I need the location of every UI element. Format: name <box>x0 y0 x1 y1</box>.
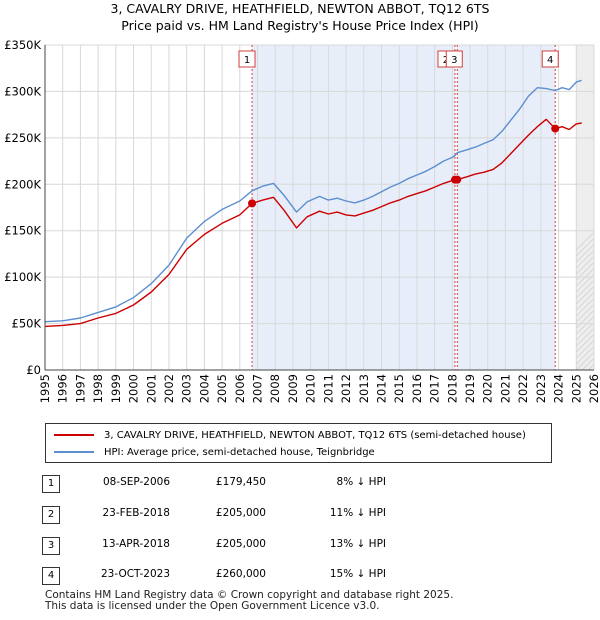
x-tick-label: 2004 <box>197 374 211 403</box>
transaction-number-badge: 2 <box>42 506 60 524</box>
x-tick-label: 2022 <box>516 374 530 403</box>
x-tick-label: 2014 <box>374 374 388 403</box>
transaction-date: 13-APR-2018 <box>102 538 170 550</box>
x-tick-label: 2010 <box>304 374 318 403</box>
x-tick-label: 2017 <box>428 374 442 403</box>
x-tick-label: 1998 <box>91 374 105 403</box>
attribution-footer: Contains HM Land Registry data © Crown c… <box>45 590 453 612</box>
y-tick-label: £350K <box>4 38 41 52</box>
x-tick-label: 2000 <box>127 374 141 403</box>
y-tick-label: £100K <box>4 270 41 284</box>
transaction-date: 23-FEB-2018 <box>102 507 170 519</box>
x-tick-label: 2005 <box>215 374 229 403</box>
sale-point <box>453 175 462 184</box>
y-tick-label: £150K <box>4 224 41 238</box>
attribution-line-2: This data is licensed under the Open Gov… <box>45 600 380 612</box>
x-tick-label: 2025 <box>569 374 583 403</box>
y-tick-label: £200K <box>4 177 41 191</box>
transaction-row: 3 13-APR-2018 £205,000 13% ↓ HPI <box>40 535 460 555</box>
property-series-line <box>44 118 582 328</box>
legend-label-hpi: HPI: Average price, semi-detached house,… <box>104 446 375 458</box>
sale-point <box>248 199 257 208</box>
x-tick-label: 1997 <box>73 374 87 403</box>
shaded-period <box>252 45 455 370</box>
x-tick-label: 2023 <box>534 374 548 403</box>
legend-swatch-hpi <box>54 451 94 453</box>
x-tick-label: 2006 <box>233 374 247 403</box>
sale-label-1: 1 <box>238 50 256 68</box>
chart-legend: 3, CAVALRY DRIVE, HEATHFIELD, NEWTON ABB… <box>45 423 552 463</box>
attribution-line-1: Contains HM Land Registry data © Crown c… <box>45 589 454 601</box>
x-tick-label: 2026 <box>587 374 600 403</box>
projection-hatch <box>576 309 595 329</box>
transaction-row: 4 23-OCT-2023 £260,000 15% ↓ HPI <box>40 565 460 585</box>
x-tick-label: 2008 <box>268 374 282 403</box>
x-tick-label: 2018 <box>445 374 459 403</box>
x-tick-label: 2015 <box>392 374 406 403</box>
sale-label-3: 3 <box>445 50 463 68</box>
sale-label-4: 4 <box>541 50 559 68</box>
y-tick-label: £300K <box>4 84 41 98</box>
x-tick-label: 1995 <box>38 374 52 403</box>
legend-label-property: 3, CAVALRY DRIVE, HEATHFIELD, NEWTON ABB… <box>104 429 526 441</box>
transaction-number-badge: 1 <box>42 475 60 493</box>
x-tick-label: 2013 <box>357 374 371 403</box>
x-tick-label: 2011 <box>321 374 335 403</box>
transaction-price: £260,000 <box>215 568 266 580</box>
x-tick-label: 2024 <box>552 374 566 403</box>
legend-swatch-property <box>54 434 94 436</box>
sale-label-box <box>445 50 463 68</box>
x-tick-label: 1996 <box>56 374 70 403</box>
projection-hatch <box>576 303 595 323</box>
x-tick-label: 2019 <box>463 374 477 403</box>
transaction-number-badge: 3 <box>42 537 60 555</box>
sale-point <box>551 124 560 133</box>
sale-label-text: 3 <box>451 55 457 66</box>
projection-region <box>576 45 594 370</box>
x-tick-label: 2009 <box>286 374 300 403</box>
x-tick-label: 2007 <box>251 374 265 403</box>
sale-label-box <box>238 50 256 68</box>
x-tick-label: 2002 <box>162 374 176 403</box>
shaded-period <box>457 45 556 370</box>
transaction-row: 2 23-FEB-2018 £205,000 11% ↓ HPI <box>40 504 460 524</box>
x-tick-label: 2012 <box>339 374 353 403</box>
transaction-hpi-diff: 8% ↓ HPI <box>336 476 386 488</box>
x-tick-label: 2016 <box>410 374 424 403</box>
legend-item-property: 3, CAVALRY DRIVE, HEATHFIELD, NEWTON ABB… <box>54 428 526 442</box>
legend-item-hpi: HPI: Average price, semi-detached house,… <box>54 445 375 459</box>
y-tick-label: £50K <box>12 317 42 331</box>
sale-label-text: 1 <box>244 55 250 66</box>
transaction-price: £179,450 <box>215 476 266 488</box>
transaction-hpi-diff: 15% ↓ HPI <box>329 568 386 580</box>
hpi-series-line <box>44 79 582 323</box>
transaction-date: 08-SEP-2006 <box>102 476 170 488</box>
y-tick-label: £0 <box>26 363 41 377</box>
x-tick-label: 2001 <box>144 374 158 403</box>
x-tick-label: 2003 <box>180 374 194 403</box>
transaction-price: £205,000 <box>215 507 266 519</box>
transaction-row: 1 08-SEP-2006 £179,450 8% ↓ HPI <box>40 473 460 493</box>
transaction-hpi-diff: 11% ↓ HPI <box>329 507 386 519</box>
x-tick-label: 2020 <box>481 374 495 403</box>
transaction-number-badge: 4 <box>42 567 60 585</box>
x-tick-label: 2021 <box>498 374 512 403</box>
sale-label-box <box>541 50 559 68</box>
y-tick-label: £250K <box>4 131 41 145</box>
transaction-hpi-diff: 13% ↓ HPI <box>329 538 386 550</box>
price-chart: 1234 £0£50K£100K£150K£200K£250K£300K£350… <box>4 38 600 403</box>
chart-title-address: 3, CAVALRY DRIVE, HEATHFIELD, NEWTON ABB… <box>110 1 490 16</box>
chart-subtitle: Price paid vs. HM Land Registry's House … <box>121 18 479 33</box>
transaction-date: 23-OCT-2023 <box>101 568 170 580</box>
projection-hatch <box>594 45 600 370</box>
sale-label-text: 4 <box>547 55 553 66</box>
x-tick-label: 1999 <box>109 374 123 403</box>
transaction-price: £205,000 <box>215 538 266 550</box>
